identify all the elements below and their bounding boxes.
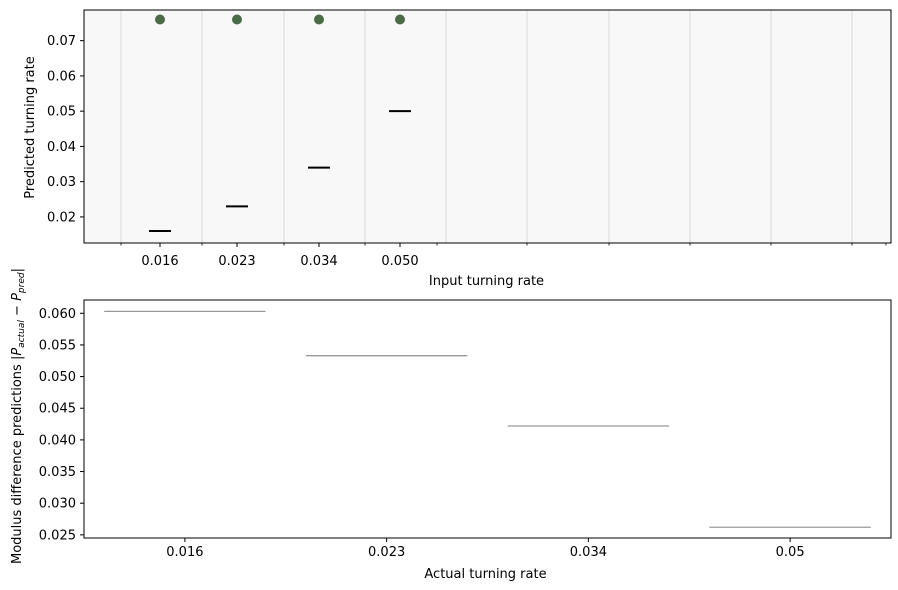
bottom-y-tick-label: 0.045 — [39, 402, 76, 417]
top-x-tick-label: 0.016 — [141, 254, 178, 269]
predicted-point — [232, 14, 242, 25]
top-y-axis-label: Predicted turning rate — [23, 56, 38, 199]
bottom-y-tick-label: 0.025 — [39, 528, 76, 543]
bottom-y-tick-label: 0.050 — [39, 370, 76, 385]
top-x-tick-label: 0.034 — [300, 254, 337, 269]
bottom-x-tick-label: 0.034 — [570, 545, 607, 560]
top-y-tick-label: 0.03 — [47, 175, 76, 190]
top-y-tick-label: 0.04 — [47, 140, 76, 155]
bottom-y-tick-label: 0.030 — [39, 497, 76, 512]
top-y-tick-label: 0.05 — [47, 105, 76, 120]
top-x-axis-label: Input turning rate — [429, 274, 544, 289]
predicted-point — [155, 14, 165, 25]
top-y-tick-label: 0.06 — [47, 69, 76, 84]
top-x-tick-label: 0.050 — [381, 254, 418, 269]
bottom-y-axis-label: Modulus difference predictions |Pactual … — [10, 268, 27, 564]
top-x-tick-label: 0.023 — [218, 254, 255, 269]
bottom-y-tick-label: 0.060 — [39, 307, 76, 322]
bottom-y-tick-label: 0.040 — [39, 433, 76, 448]
bottom-plot-frame — [83, 299, 892, 539]
bottom-x-tick-label: 0.016 — [166, 545, 203, 560]
bottom-chart: 0.025 0.030 0.035 0.040 0.045 0.050 0.055 0.060… — [10, 268, 892, 582]
bottom-y-tick-label: 0.055 — [39, 338, 76, 353]
predicted-point — [314, 14, 324, 25]
top-plot-frame — [83, 9, 892, 244]
bottom-x-axis-label: Actual turning rate — [424, 567, 546, 582]
predicted-point — [395, 14, 405, 25]
top-y-tick-label: 0.07 — [47, 34, 76, 49]
top-chart: 0.02 0.03 0.04 0.05 0.06 0.07 0.016 0.023 0.034 0… — [23, 9, 892, 289]
bottom-y-tick-label: 0.035 — [39, 465, 76, 480]
bottom-x-tick-label: 0.05 — [776, 545, 805, 560]
bottom-x-tick-label: 0.023 — [368, 545, 405, 560]
top-y-tick-label: 0.02 — [47, 210, 76, 225]
top-plot-background — [84, 10, 891, 243]
